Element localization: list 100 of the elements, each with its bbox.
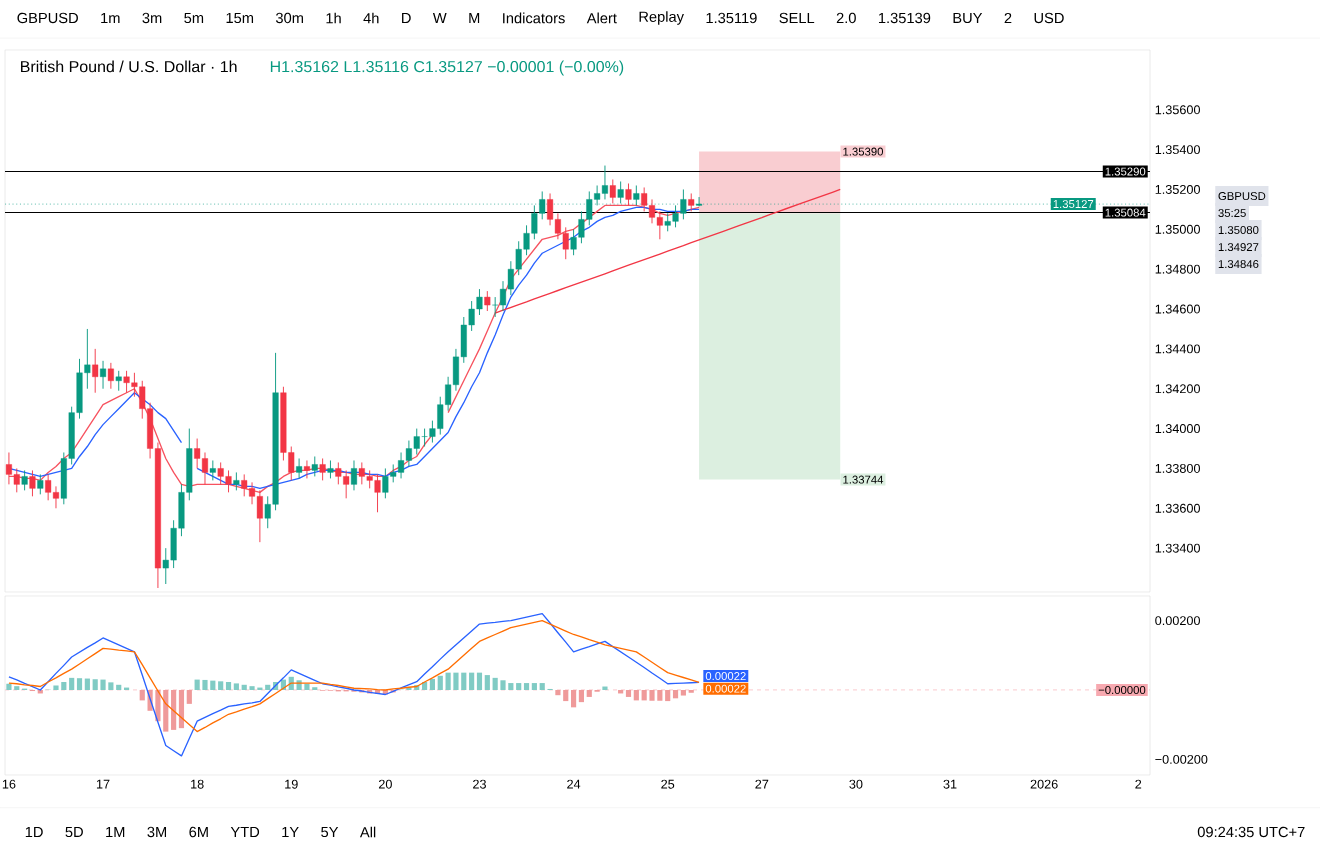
candlestick [107,362,114,390]
bar [672,689,679,699]
candlestick [209,460,216,481]
y-tick-label: 1.34200 [1155,384,1200,394]
text: British Pound / U.S. Dollar · 1h [21,60,237,73]
bar [657,689,663,701]
candlestick [92,348,99,394]
y-tick-label: 1.34400 [1155,344,1200,354]
bar [649,689,655,701]
candlestick [492,296,499,318]
data-label: 0.00022 [705,672,746,681]
y-tick-label: 1.34000 [1155,424,1200,434]
x-tick-label: 31 [943,779,957,789]
text: 1m [101,12,120,24]
y-tick-label: 1.35000 [1155,224,1200,234]
bar [500,680,506,690]
bar [171,689,177,730]
bar [178,689,185,729]
text: D [402,12,411,24]
text: 1.34846 [1218,260,1259,269]
candlestick [296,458,303,479]
text: GBPUSD [1218,192,1266,201]
bar [453,672,459,690]
band-label: 1.35390 [843,147,884,156]
bar [563,689,569,702]
text: Replay [639,11,684,25]
x-tick-label: 19 [285,779,298,789]
text: 09:24:35 UTC+7 [1197,826,1305,838]
text: 1.35119 [706,12,757,24]
text: 2.0 [836,12,856,24]
y-tick-label: 1.33400 [1155,543,1200,553]
ref-line-label: 1.35084 [1105,208,1146,217]
text: 6M [189,826,208,838]
candlestick [303,460,310,479]
text: 5D [65,826,83,838]
bar [680,689,686,696]
candlestick [100,360,107,390]
bar [539,683,545,690]
bar [53,685,59,690]
bar [76,678,83,690]
candlestick [115,370,122,392]
band-label: 1.33744 [843,475,884,484]
candlestick [484,290,491,312]
y-tick-label: 1.35200 [1155,184,1200,194]
bar [429,678,436,690]
bar [304,683,310,690]
x-tick-label: 20 [378,779,392,789]
candlestick [633,185,640,206]
text: M [469,12,480,24]
bar [633,689,639,701]
ref-line-label: −0.00000 [1098,685,1146,694]
bar [312,687,318,690]
y-tick-label: 1.33600 [1155,503,1200,513]
bar [523,683,530,690]
bar [218,681,224,690]
x-tick-label: 24 [567,779,581,789]
ref-line-label: 1.35290 [1105,167,1146,176]
bar [531,683,537,690]
text: 1M [106,826,125,838]
text: GBPUSD [17,12,78,24]
bar [641,689,647,701]
bar [225,682,232,690]
bar [163,689,169,732]
candlestick [319,458,326,481]
bar [476,672,483,690]
candlestick [617,181,624,204]
data-label: 0.00022 [705,684,746,693]
candlestick [37,473,44,495]
text: W [432,12,447,24]
bar [116,684,122,690]
bar [578,689,585,703]
y-tick-label: 1.34800 [1155,264,1200,274]
y-tick-label: 1.35600 [1155,105,1200,115]
bar [508,683,514,690]
bar [69,677,75,690]
bar [625,689,632,697]
candlestick [625,183,632,206]
bar [571,689,577,708]
bar [437,675,443,690]
text: SELL [779,12,815,24]
candlestick [311,456,318,477]
bar [516,683,522,690]
y-tick-label: 1.35400 [1155,145,1200,155]
x-tick-label: 16 [2,779,16,789]
x-tick-label: 2026 [1030,779,1058,789]
bar [202,679,208,690]
bar [108,682,114,690]
bar [492,677,498,690]
bar [61,682,67,690]
text: H1.35162 L1.35116 C1.35127 −0.00001 (−0.00%) [270,60,624,76]
text: 5Y [321,826,339,838]
text: 1D [25,826,43,838]
text: Alert [586,12,617,24]
candlestick [609,179,616,204]
text: 1.34927 [1218,243,1259,252]
bar [6,683,12,690]
candlestick [21,469,28,491]
text: YTD [230,826,260,838]
bar [92,679,98,690]
text: Indicators [503,12,565,24]
